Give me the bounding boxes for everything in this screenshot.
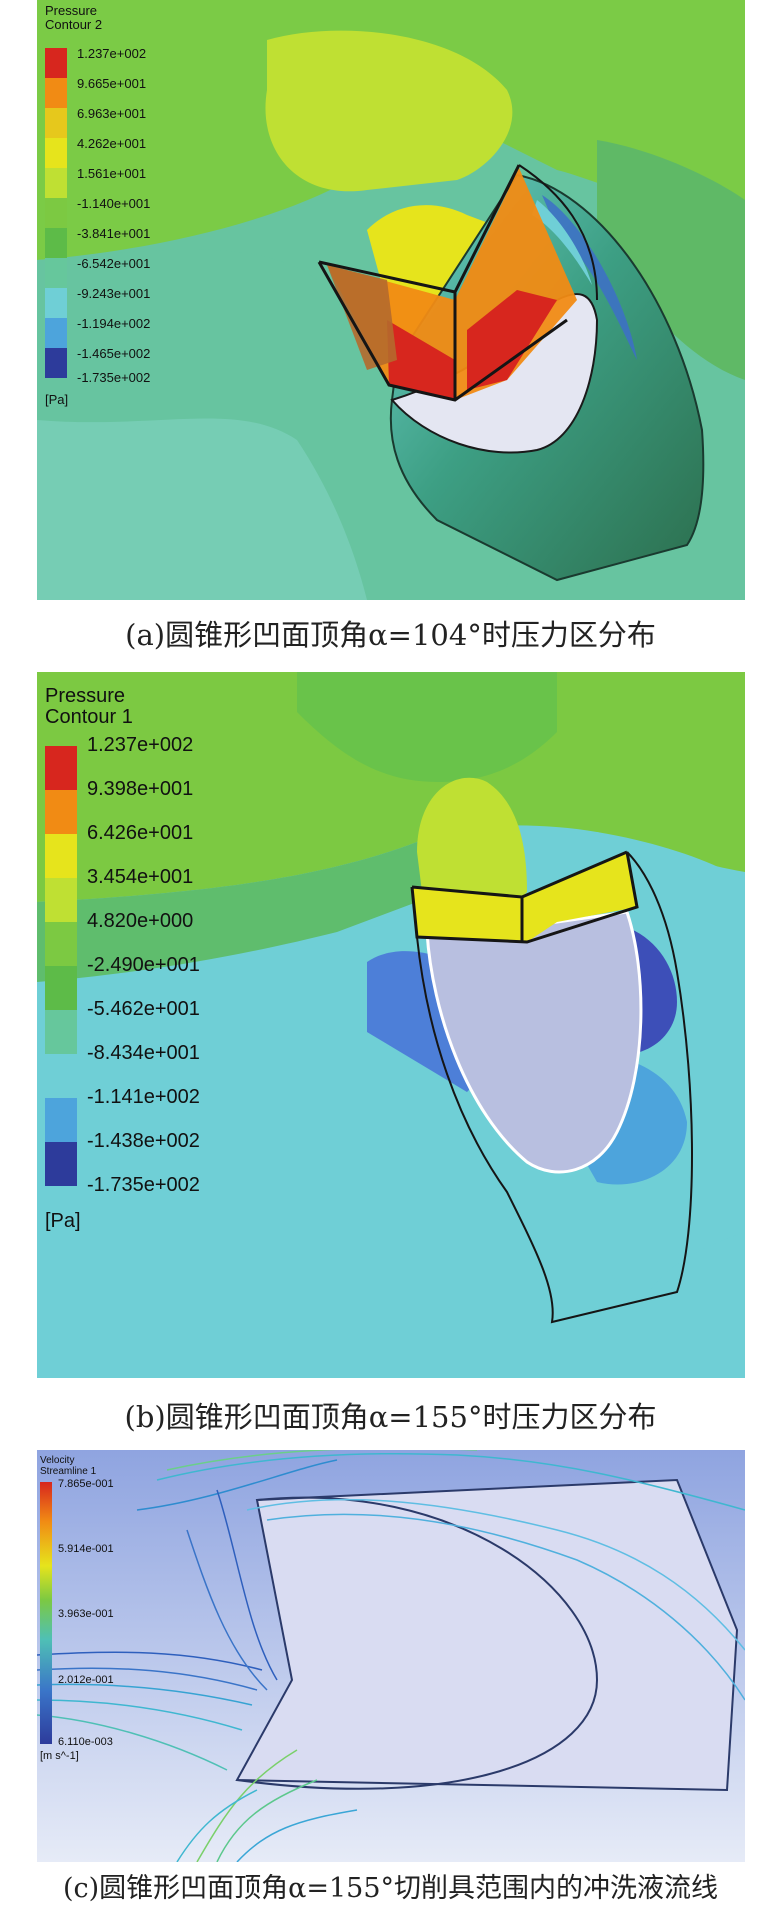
legend-a: Pressure Contour 2 1.237e+002 9.665e+001 … xyxy=(45,4,215,424)
legend-c-unit: [m s^-1] xyxy=(40,1750,79,1762)
legend-a-tick: -9.243e+001 xyxy=(77,286,151,301)
legend-b-tick: 6.426e+001 xyxy=(87,822,194,844)
legend-a-unit: [Pa] xyxy=(45,392,69,407)
legend-a-tick: -1.140e+001 xyxy=(77,196,151,211)
legend-c-tick: 7.865e-001 xyxy=(58,1478,114,1490)
legend-c-tick: 6.110e-003 xyxy=(58,1736,113,1748)
legend-c-title: Velocity Streamline 1 xyxy=(40,1455,97,1477)
legend-a-title: Pressure Contour 2 xyxy=(45,3,103,32)
contour-b-plot xyxy=(37,672,745,1378)
legend-a-tick: -3.841e+001 xyxy=(77,226,151,241)
caption-b: (b)圆锥形凹面顶角α=155°时压力区分布 xyxy=(124,1400,657,1434)
legend-b-tick: 3.454e+001 xyxy=(87,866,194,888)
legend-a-tick: -1.465e+002 xyxy=(77,346,151,361)
legend-c: Velocity Streamline 1 7.865e-001 5.914e-0… xyxy=(40,1455,160,1762)
pressure-contour-a xyxy=(37,0,745,600)
legend-b-tick: 4.820e+000 xyxy=(87,910,194,932)
pressure-contour-b xyxy=(37,672,745,1378)
legend-c-tick: 2.012e-001 xyxy=(58,1674,114,1686)
legend-a-tick: 1.237e+002 xyxy=(77,46,147,61)
legend-a-colorbar xyxy=(45,48,67,378)
legend-c-tick: 5.914e-001 xyxy=(58,1543,114,1555)
streamline-c-plot xyxy=(37,1450,745,1862)
legend-b-title: Pressure Contour 1 xyxy=(45,685,133,728)
caption-c: (c)圆锥形凹面顶角α=155°切削具范围内的冲洗液流线 xyxy=(62,1873,719,1904)
legend-b-tick: -1.141e+002 xyxy=(87,1086,200,1108)
legend-b-tick: -8.434e+001 xyxy=(87,1042,200,1064)
legend-a-tick: -6.542e+001 xyxy=(77,256,151,271)
legend-b-tick: 9.398e+001 xyxy=(87,778,194,800)
legend-b-tick: -1.438e+002 xyxy=(87,1130,200,1152)
legend-b-tick: 1.237e+002 xyxy=(87,734,194,756)
legend-a-tick: -1.735e+002 xyxy=(77,370,151,385)
legend-b: Pressure Contour 1 1.237e+002 9.398e+001 … xyxy=(45,686,255,1246)
legend-a-tick: -1.194e+002 xyxy=(77,316,151,331)
legend-b-unit: [Pa] xyxy=(45,1210,81,1232)
legend-b-colorbar xyxy=(45,746,77,1186)
contour-a-plot xyxy=(37,0,745,600)
legend-b-tick: -1.735e+002 xyxy=(87,1174,200,1196)
velocity-streamline-c xyxy=(37,1450,745,1862)
legend-c-colorbar xyxy=(40,1482,52,1744)
legend-a-tick: 6.963e+001 xyxy=(77,106,147,121)
legend-a-tick: 4.262e+001 xyxy=(77,136,147,151)
legend-b-tick: -2.490e+001 xyxy=(87,954,200,976)
legend-c-tick: 3.963e-001 xyxy=(58,1608,114,1620)
legend-b-tick: -5.462e+001 xyxy=(87,998,200,1020)
legend-a-tick: 9.665e+001 xyxy=(77,76,147,91)
legend-a-tick: 1.561e+001 xyxy=(77,166,147,181)
caption-a: (a)圆锥形凹面顶角α=104°时压力区分布 xyxy=(125,618,656,652)
